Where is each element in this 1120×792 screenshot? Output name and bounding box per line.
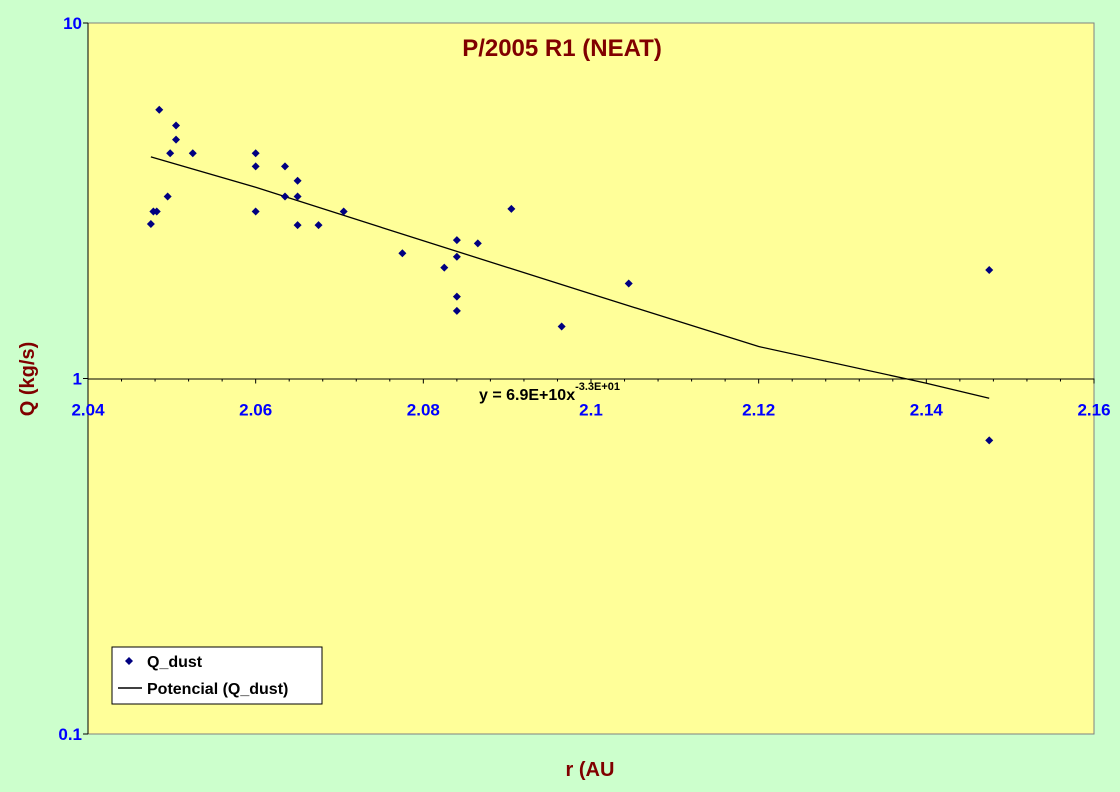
- data-point: [281, 192, 290, 201]
- data-point: [172, 135, 181, 144]
- data-point: [557, 322, 566, 331]
- x-tick-label: 2.14: [910, 401, 944, 420]
- y-tick-labels: 0.1 1 10: [58, 14, 82, 744]
- data-point: [166, 149, 175, 158]
- data-point: [452, 252, 461, 261]
- chart-title: P/2005 R1 (NEAT): [462, 35, 662, 62]
- data-point: [146, 220, 155, 229]
- data-point: [985, 265, 994, 274]
- data-point: [440, 263, 449, 272]
- x-tick-label: 2.12: [742, 401, 775, 420]
- x-tick-label: 2.08: [407, 401, 440, 420]
- data-points: [146, 105, 994, 445]
- data-point: [293, 221, 302, 230]
- y-axis-title: Q (kg/s): [17, 342, 39, 416]
- y-tick-label: 10: [63, 14, 82, 33]
- data-point: [624, 279, 633, 288]
- data-point: [985, 436, 994, 445]
- trend-line: [150, 156, 990, 399]
- x-tick-label: 2.16: [1077, 401, 1110, 420]
- data-point: [293, 176, 302, 185]
- data-point: [251, 207, 260, 216]
- data-point: [293, 192, 302, 201]
- data-point: [188, 149, 197, 158]
- data-point: [251, 149, 260, 158]
- y-tick-label: 0.1: [58, 725, 82, 744]
- data-point: [452, 236, 461, 245]
- data-point: [172, 121, 181, 130]
- x-axis-title: r (AU: [566, 759, 615, 781]
- tick-marks: [83, 22, 1095, 735]
- trend-equation-base: y = 6.9E+10x: [479, 387, 575, 404]
- trend-equation-exponent: -3.3E+01: [575, 381, 620, 393]
- trend-equation: y = 6.9E+10x-3.3E+01: [479, 381, 620, 404]
- legend-marker-q-dust: [125, 657, 133, 665]
- x-tick-labels: 2.04 2.06 2.08 2.1 2.12 2.14 2.16: [71, 401, 1110, 420]
- data-point: [339, 207, 348, 216]
- data-point: [314, 221, 323, 230]
- data-point: [452, 292, 461, 301]
- data-point: [507, 204, 516, 213]
- legend-label-q-dust: Q_dust: [147, 654, 203, 671]
- x-tick-label: 2.04: [71, 401, 105, 420]
- data-point: [163, 192, 172, 201]
- data-point: [155, 105, 164, 114]
- data-point: [281, 162, 290, 171]
- data-point: [251, 162, 260, 171]
- y-tick-label: 1: [73, 370, 82, 389]
- x-tick-label: 2.06: [239, 401, 272, 420]
- x-tick-label: 2.1: [579, 401, 603, 420]
- data-point: [452, 306, 461, 315]
- legend-box: [111, 646, 323, 705]
- data-point: [398, 249, 407, 258]
- legend-label-trend: Potencial (Q_dust): [147, 681, 288, 698]
- legend: Q_dust Potencial (Q_dust): [111, 646, 323, 705]
- data-point: [473, 239, 482, 248]
- data-point: [152, 207, 161, 216]
